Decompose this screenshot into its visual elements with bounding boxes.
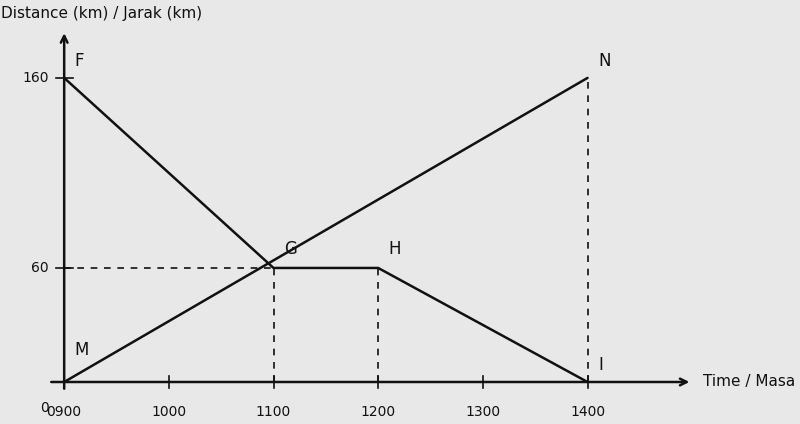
Text: F: F: [74, 52, 84, 70]
Text: H: H: [389, 240, 401, 259]
Text: M: M: [74, 341, 89, 359]
Text: 160: 160: [22, 71, 49, 85]
Text: I: I: [598, 357, 603, 374]
Text: 1300: 1300: [466, 405, 501, 419]
Text: 1100: 1100: [256, 405, 291, 419]
Text: 1000: 1000: [151, 405, 186, 419]
Text: 1400: 1400: [570, 405, 605, 419]
Text: Distance (km) / Jarak (km): Distance (km) / Jarak (km): [2, 6, 202, 21]
Text: 0900: 0900: [46, 405, 82, 419]
Text: 1200: 1200: [361, 405, 396, 419]
Text: G: G: [284, 240, 297, 259]
Text: Time / Masa: Time / Masa: [702, 374, 795, 390]
Text: N: N: [598, 52, 610, 70]
Text: 60: 60: [31, 261, 49, 275]
Text: 0: 0: [40, 401, 49, 415]
